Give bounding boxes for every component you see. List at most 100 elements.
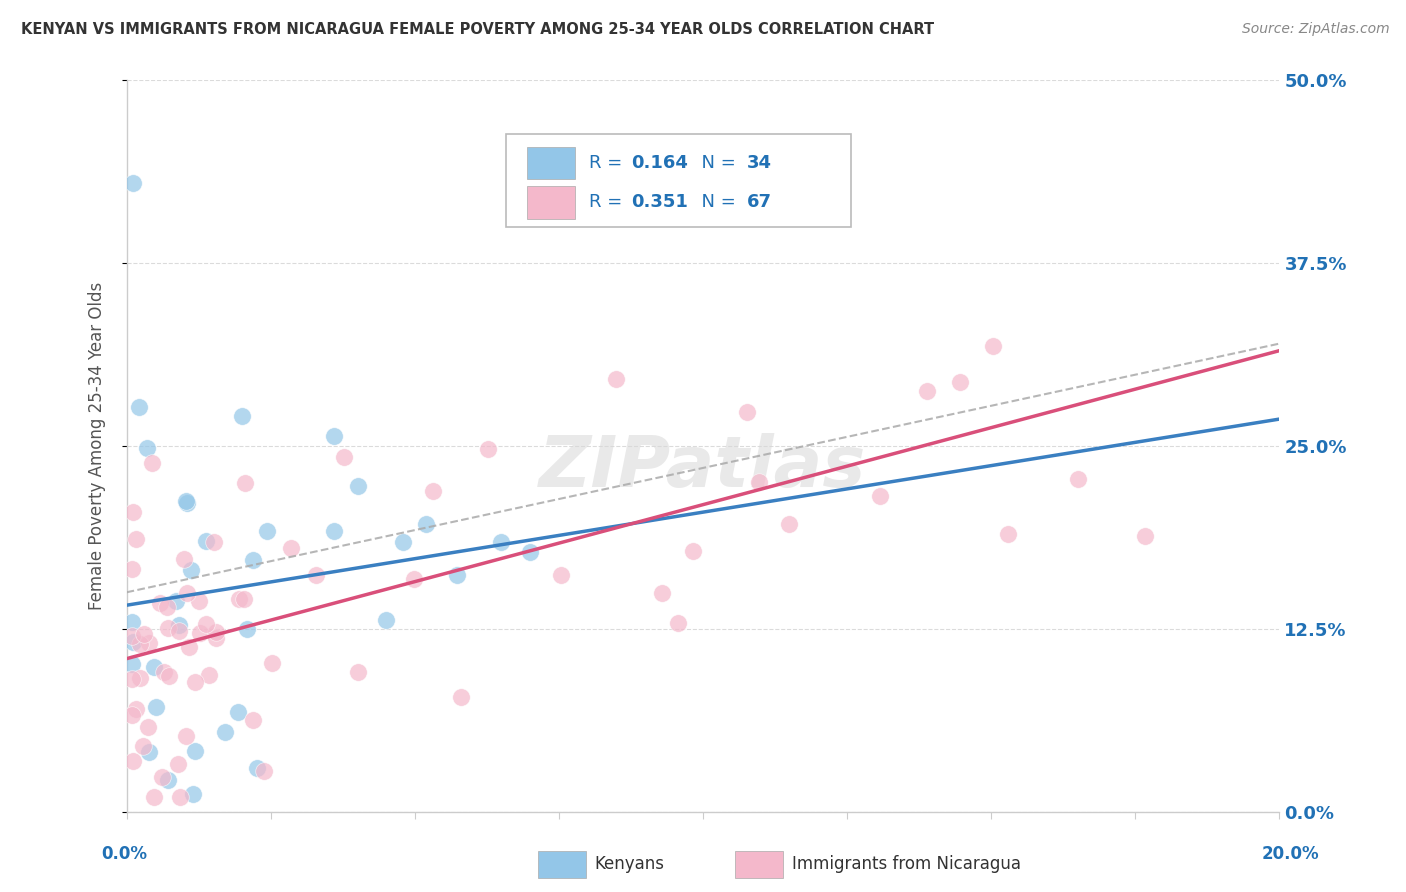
Point [145,699,167,714]
Point [122,504,145,518]
Point [322,524,344,539]
Point [121,657,143,671]
Point [141,456,163,470]
Point [253,764,276,778]
Point [138,745,160,759]
Point [446,568,468,582]
Point [125,532,148,546]
Point [122,755,145,769]
Point [347,479,370,493]
Point [280,541,302,555]
Point [121,562,143,576]
Point [129,637,152,651]
Point [605,371,627,385]
Point [214,724,236,739]
Point [392,534,415,549]
Point [422,483,444,498]
Point [226,705,249,719]
Text: 0.0%: 0.0% [101,846,148,863]
Point [150,770,173,784]
Point [179,640,201,655]
Point [323,429,346,443]
Point [195,617,218,632]
Point [333,450,356,464]
Point [519,545,541,559]
Point [129,671,152,685]
Point [156,600,179,615]
Point [235,622,257,636]
Point [997,527,1019,541]
Point [125,701,148,715]
Point [807,176,830,190]
Text: ZIPatlas: ZIPatlas [540,434,866,502]
Point [1133,529,1156,543]
Text: Kenyans: Kenyans [595,855,665,873]
Point [194,533,217,548]
Point [682,544,704,558]
Point [156,772,179,787]
Point [204,624,226,639]
Point [128,400,150,414]
Point [138,635,160,649]
Point [157,668,180,682]
Point [262,657,284,671]
Point [121,708,143,723]
Point [256,524,278,539]
Point [187,594,209,608]
Text: KENYAN VS IMMIGRANTS FROM NICARAGUA FEMALE POVERTY AMONG 25-34 YEAR OLDS CORRELA: KENYAN VS IMMIGRANTS FROM NICARAGUA FEMA… [21,22,934,37]
Point [122,176,145,190]
Point [176,493,198,508]
Point [121,615,143,629]
Point [157,621,180,635]
Point [183,787,205,801]
Text: 67: 67 [747,194,772,211]
Point [651,585,673,599]
Point [228,592,250,607]
Point [779,517,801,532]
Point [121,628,143,642]
Point [242,553,264,567]
Point [917,384,939,399]
Point [233,591,256,606]
Point [134,627,156,641]
Text: N =: N = [690,154,742,172]
Point [142,790,165,805]
Point [136,441,159,455]
Text: R =: R = [589,154,628,172]
Point [122,635,145,649]
Point [737,404,759,418]
Point [666,615,689,630]
Point [949,375,972,389]
Point [121,672,143,686]
Point [197,668,219,682]
Text: R =: R = [589,194,628,211]
Point [204,632,226,646]
Point [374,613,396,627]
Text: Immigrants from Nicaragua: Immigrants from Nicaragua [792,855,1021,873]
Point [491,535,513,549]
Point [202,535,225,549]
Point [231,409,253,423]
Point [167,756,190,771]
Point [169,790,191,805]
Point [136,720,159,734]
Point [246,761,269,775]
Point [981,339,1004,353]
Text: 20.0%: 20.0% [1261,846,1319,863]
Point [167,624,190,638]
Text: 0.164: 0.164 [631,154,688,172]
Point [167,618,190,632]
Text: 0.351: 0.351 [631,194,688,211]
Point [1067,472,1090,486]
Point [748,475,770,490]
Point [183,675,205,690]
Point [142,659,165,673]
Text: 34: 34 [747,154,772,172]
Point [152,665,174,680]
Point [242,713,264,727]
Point [415,516,437,531]
Text: N =: N = [690,194,742,211]
Point [184,744,207,758]
Point [149,596,172,610]
Point [180,563,202,577]
